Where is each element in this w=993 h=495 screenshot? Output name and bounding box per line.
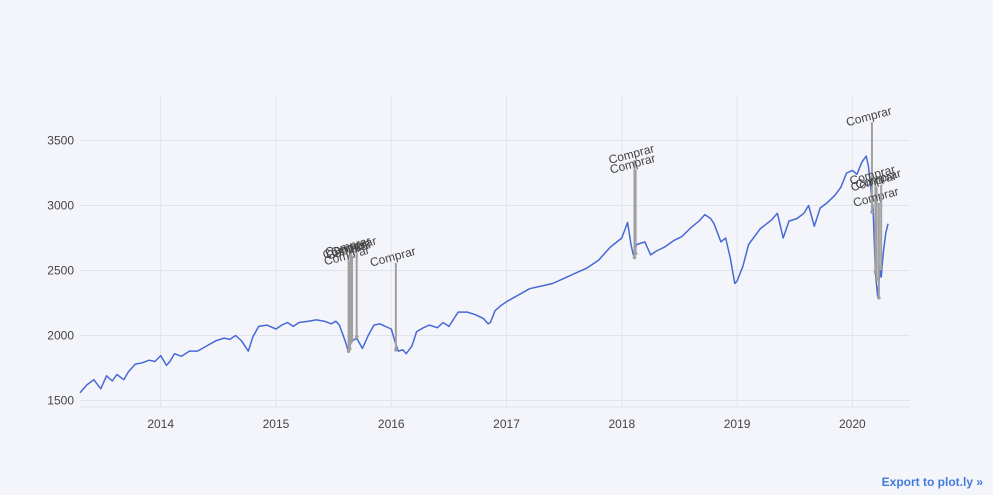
annotation-point	[350, 337, 354, 342]
x-tick-label: 2020	[839, 417, 866, 431]
annotation-point	[870, 210, 874, 214]
y-tick-label: 2000	[47, 329, 74, 343]
export-to-plotly-link[interactable]: Export to plot.ly »	[881, 475, 983, 489]
grid	[80, 95, 910, 408]
x-tick-label: 2018	[608, 417, 635, 431]
y-tick-label: 3000	[47, 199, 74, 213]
x-tick-label: 2015	[263, 417, 290, 431]
annotation-point	[354, 335, 359, 339]
y-tick-label: 2500	[47, 264, 74, 278]
x-tick-label: 2017	[493, 417, 520, 431]
annotation-point	[394, 348, 398, 352]
annotation-point	[633, 251, 638, 256]
x-tick-label: 2019	[724, 417, 751, 431]
annotation-point	[874, 277, 879, 282]
annotation-point	[632, 255, 637, 260]
x-axis-ticks: 2014 2015 2016 2017 2018 2019 2020	[147, 417, 866, 431]
annotation-label: Comprar	[368, 244, 417, 270]
x-tick-label: 2016	[378, 417, 405, 431]
series	[79, 155, 889, 394]
y-axis-ticks: 1500 2000 2500 3000 3500	[47, 134, 74, 408]
y-tick-label: 3500	[47, 134, 74, 148]
annotation-point	[879, 266, 883, 270]
annotation-point	[877, 296, 881, 300]
annotation-point	[347, 346, 352, 351]
y-tick-label: 1500	[47, 394, 74, 408]
annotations: ComprarComprarComprarComprarComprarCompr…	[321, 104, 903, 353]
x-tick-label: 2014	[147, 417, 174, 431]
price-series-line	[79, 155, 889, 394]
